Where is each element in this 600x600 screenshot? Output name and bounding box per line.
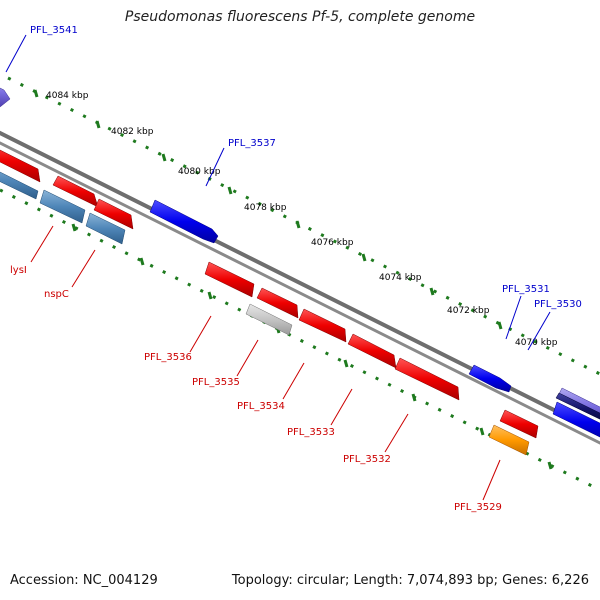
feature-PFL_3529-a[interactable] bbox=[499, 409, 539, 439]
feature-nspC-b[interactable] bbox=[93, 198, 134, 230]
gene-label-PFL_3529[interactable]: PFL_3529 bbox=[454, 502, 502, 513]
forward-features bbox=[0, 78, 600, 424]
gene-label-nspC[interactable]: nspC bbox=[44, 289, 69, 300]
ruler-label-4074: 4074 kbp bbox=[379, 273, 422, 283]
gene-label-PFL_3532[interactable]: PFL_3532 bbox=[343, 454, 391, 465]
ruler-label-4084: 4084 kbp bbox=[46, 91, 89, 101]
map-title: Pseudomonas fluorescens Pf-5, complete g… bbox=[124, 9, 476, 25]
gene-label-PFL_3533[interactable]: PFL_3533 bbox=[287, 427, 335, 438]
feature-PFL_3529-b[interactable] bbox=[488, 424, 530, 456]
tick-4078 bbox=[227, 186, 233, 195]
genome-summary-text: Topology: circular; Length: 7,074,893 bp… bbox=[231, 573, 589, 588]
ruler-label-4080: 4080 kbp bbox=[178, 167, 221, 177]
gene-label-PFL_3530[interactable]: PFL_3530 bbox=[534, 299, 582, 310]
feature-PFL_3534-b[interactable] bbox=[298, 308, 347, 343]
feature-PFL_3541[interactable] bbox=[0, 78, 11, 108]
feature-PFL_3536[interactable] bbox=[204, 261, 255, 298]
tick-4070 bbox=[497, 321, 503, 330]
ruler-label-4078: 4078 kbp bbox=[244, 203, 287, 213]
backbone-line-inner bbox=[0, 141, 600, 445]
ruler-track-outer bbox=[7, 76, 600, 376]
tick-4072 bbox=[429, 287, 435, 296]
feature-PFL_3530-rev[interactable] bbox=[552, 401, 600, 442]
gene-label-PFL_3536[interactable]: PFL_3536 bbox=[144, 352, 192, 363]
feature-nspC-c[interactable] bbox=[39, 189, 86, 224]
gene-label-PFL_3537[interactable]: PFL_3537 bbox=[228, 138, 276, 149]
feature-PFL_3535[interactable] bbox=[245, 303, 293, 336]
reverse-features bbox=[0, 140, 600, 456]
gene-label-lysI[interactable]: lysI bbox=[10, 265, 27, 276]
tick-4082 bbox=[95, 120, 101, 129]
tick-4084 bbox=[33, 89, 39, 98]
gene-label-PFL_3531[interactable]: PFL_3531 bbox=[502, 284, 550, 295]
feature-PFL_3532[interactable] bbox=[394, 357, 460, 401]
ruler-label-4082: 4082 kbp bbox=[111, 127, 154, 137]
ruler-label-4072: 4072 kbp bbox=[447, 306, 490, 316]
gene-label-PFL_3534[interactable]: PFL_3534 bbox=[237, 401, 285, 412]
tick-4080 bbox=[161, 153, 167, 162]
gene-label-PFL_3535[interactable]: PFL_3535 bbox=[192, 377, 240, 388]
feature-PFL_3534-a[interactable] bbox=[256, 287, 299, 319]
feature-lysI-a[interactable] bbox=[0, 140, 41, 183]
feature-PFL_3537[interactable] bbox=[149, 199, 219, 244]
feature-PFL_3530-b[interactable] bbox=[555, 392, 600, 424]
blue-leaders bbox=[5, 34, 551, 351]
backbone-line-outer bbox=[0, 130, 600, 436]
feature-PFL_3533[interactable] bbox=[347, 333, 397, 369]
ruler-label-4070: 4070 kbp bbox=[515, 338, 558, 348]
accession-text: Accession: NC_004129 bbox=[10, 573, 158, 588]
tick-4074 bbox=[361, 253, 367, 262]
red-leaders bbox=[30, 225, 501, 501]
tick-4076 bbox=[295, 220, 301, 229]
feature-lysI-b[interactable] bbox=[0, 162, 39, 200]
feature-PFL_3531[interactable] bbox=[468, 364, 512, 393]
gene-label-PFL_3541[interactable]: PFL_3541 bbox=[30, 25, 78, 36]
ruler-label-4076: 4076 kbp bbox=[311, 238, 354, 248]
feature-nspC-d[interactable] bbox=[85, 212, 126, 245]
